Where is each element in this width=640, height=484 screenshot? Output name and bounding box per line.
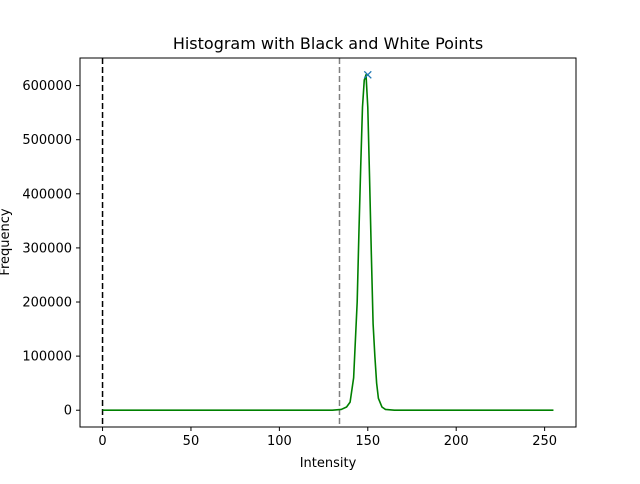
x-tick-label: 150 xyxy=(355,434,380,449)
chart-title: Histogram with Black and White Points xyxy=(173,34,483,53)
peak-marker xyxy=(363,70,372,79)
y-tick-label: 500000 xyxy=(22,133,72,148)
x-axis-ticks: 0 50 100 150 200 250 xyxy=(98,427,557,449)
x-tick-label: 50 xyxy=(183,434,200,449)
y-tick-label: 600000 xyxy=(22,79,72,94)
x-tick-label: 200 xyxy=(444,434,469,449)
x-axis-label: Intensity xyxy=(300,456,357,471)
y-tick-label: 0 xyxy=(64,404,72,419)
y-tick-label: 200000 xyxy=(22,296,72,311)
x-tick-label: 250 xyxy=(532,434,557,449)
axes-frame xyxy=(79,57,577,428)
x-tick-label: 100 xyxy=(267,434,292,449)
y-axis-ticks: 0 100000 200000 300000 400000 500000 600000 xyxy=(22,79,80,419)
y-tick-label: 100000 xyxy=(22,350,72,365)
y-tick-label: 400000 xyxy=(22,187,72,202)
plot-content xyxy=(101,58,554,427)
y-tick-label: 300000 xyxy=(22,241,72,256)
x-tick-label: 0 xyxy=(98,434,106,449)
y-axis-label: Frequency xyxy=(0,208,13,275)
peak-marker-stroke xyxy=(363,70,372,79)
